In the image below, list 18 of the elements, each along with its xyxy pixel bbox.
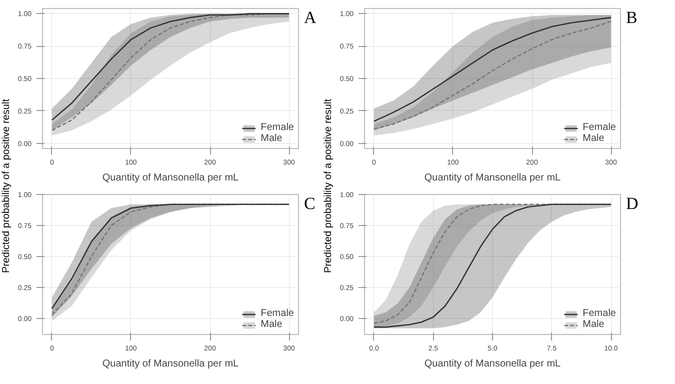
legend-label: Male [260,133,282,144]
x-axis-title: Quantity of Mansonella per mL [102,172,240,184]
legend-label: Male [582,319,604,330]
legend-label: Female [582,308,616,319]
legend-label: Male [582,133,604,144]
text: A [304,7,316,29]
y-axis-title: Predicted probability of a positive result [322,99,335,273]
text: C [304,193,316,215]
x-axis-title: Quantity of Mansonella per mL [102,358,240,370]
legend-label: Female [260,308,294,319]
y-axis-title: Predicted probability of a positive result [0,99,13,273]
text: D [626,193,638,215]
legend-label: Female [582,122,616,133]
legend-label: Female [260,122,294,133]
legend-label: Male [260,319,282,330]
x-axis-title: Quantity of Mansonella per mL [424,358,562,370]
text: B [626,7,638,29]
x-axis-title: Quantity of Mansonella per mL [424,172,562,184]
